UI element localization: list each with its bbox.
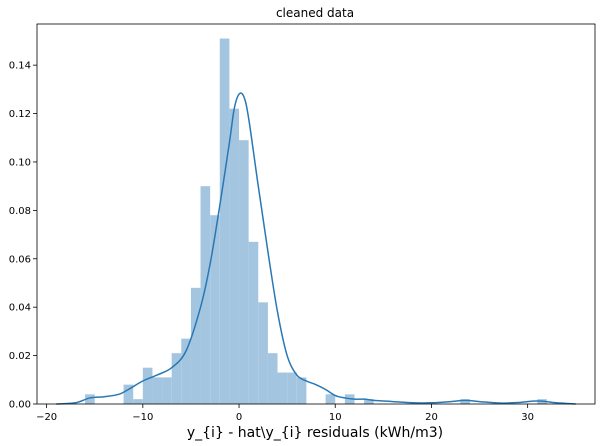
histogram-bar bbox=[460, 399, 470, 404]
axes-frame bbox=[36, 23, 596, 405]
histogram-bar bbox=[171, 353, 182, 404]
histogram-bars bbox=[85, 38, 547, 405]
histogram-bar bbox=[123, 384, 134, 404]
y-tick-label: 0.14 bbox=[9, 61, 31, 72]
y-tick-label: 0.00 bbox=[9, 400, 31, 411]
histogram-bar bbox=[277, 372, 288, 404]
x-tick-label: 10 bbox=[329, 412, 342, 423]
y-tick-label: 0.04 bbox=[9, 303, 31, 314]
y-tick-label: 0.08 bbox=[9, 206, 31, 217]
kde-curve-layer bbox=[56, 92, 576, 405]
x-tick-label: 20 bbox=[425, 412, 438, 423]
histogram-bar bbox=[152, 377, 163, 404]
histogram-bar bbox=[85, 394, 95, 404]
histogram-bar bbox=[296, 377, 307, 404]
histogram-bar bbox=[239, 140, 249, 404]
y-axis-ticks: 0.00 0.02 0.04 0.06 0.08 0.10 0.12 0.14 bbox=[9, 61, 37, 411]
x-axis-label: y_{i} - hat\y_{i} residuals (kWh/m3) bbox=[187, 425, 443, 441]
kde-curve bbox=[56, 92, 576, 405]
histogram-bar bbox=[142, 367, 153, 404]
histogram-bar bbox=[219, 38, 230, 405]
histogram-bar bbox=[287, 372, 297, 404]
x-tick-label: 0 bbox=[236, 412, 242, 423]
histogram-bar bbox=[325, 394, 336, 404]
histogram-bar bbox=[258, 302, 268, 404]
histogram-bar bbox=[133, 399, 143, 404]
histogram-bar bbox=[229, 108, 240, 404]
plot-frame bbox=[36, 23, 596, 405]
y-tick-label: 0.12 bbox=[9, 109, 31, 120]
y-tick-label: 0.06 bbox=[9, 254, 31, 265]
y-tick-label: 0.02 bbox=[9, 351, 31, 362]
x-axis-ticks: −20 −10 0 10 20 30 bbox=[36, 404, 534, 423]
histogram-bar bbox=[190, 287, 201, 404]
histogram-bar bbox=[248, 241, 259, 404]
histogram-bar bbox=[364, 399, 374, 404]
chart-title: cleaned data bbox=[276, 6, 354, 20]
x-tick-label: 30 bbox=[521, 412, 534, 423]
histogram-bar bbox=[200, 186, 211, 404]
histogram-bar bbox=[181, 338, 191, 404]
histogram-bar bbox=[162, 377, 172, 404]
x-tick-label: −10 bbox=[132, 412, 153, 423]
histogram-bar bbox=[267, 353, 278, 404]
y-tick-label: 0.10 bbox=[9, 157, 31, 168]
x-tick-label: −20 bbox=[36, 412, 57, 423]
histogram-bar bbox=[210, 215, 220, 404]
